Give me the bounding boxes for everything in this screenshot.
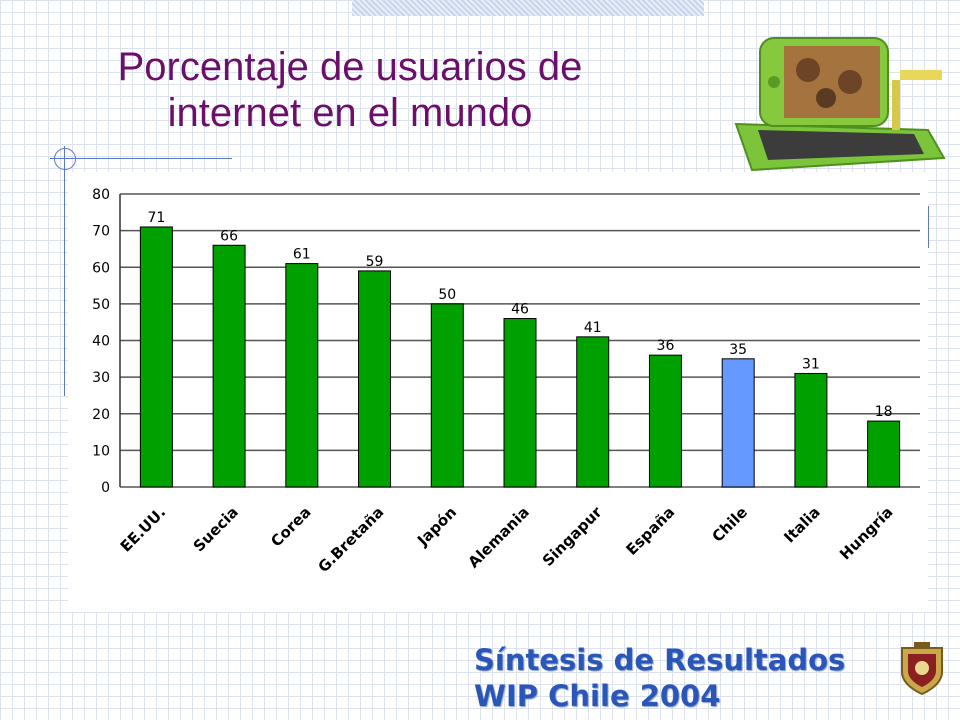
laptop-photo-icon (734, 37, 946, 172)
data-label: 36 (657, 338, 675, 354)
data-label: 61 (293, 247, 311, 263)
data-label: 31 (802, 356, 820, 372)
bar-2 (285, 263, 319, 488)
bar-0 (139, 226, 173, 488)
y-tick-label: 50 (92, 297, 110, 313)
x-tick-label: Hungría (836, 503, 896, 563)
data-label: 46 (511, 302, 529, 318)
bar-chart: 0 10 20 30 40 50 60 70 80 71 EE.UU. 66 Suecia 61 Corea… (92, 187, 920, 576)
data-label: 35 (729, 342, 747, 358)
x-tick-label: G.Bretaña (314, 503, 387, 576)
footer-line-2: WIP Chile 2004 (474, 679, 721, 713)
deco-circle-icon (54, 148, 76, 170)
top-decorative-strip (352, 0, 704, 16)
bar-6 (576, 336, 610, 488)
bar-9 (794, 372, 828, 488)
x-tick-label: España (623, 503, 679, 559)
data-label: 71 (147, 210, 165, 226)
y-tick-label: 0 (101, 480, 110, 496)
x-tick-label: Corea (267, 503, 314, 550)
bar-4 (430, 303, 464, 488)
y-tick-label: 80 (92, 187, 110, 203)
deco-vertical-line (64, 146, 65, 396)
deco-right-line (928, 206, 929, 248)
bar-8 (721, 358, 755, 488)
title-line-1: Porcentaje de usuarios de (117, 45, 583, 89)
bar-3 (358, 270, 392, 488)
bar-10 (867, 420, 901, 488)
data-label: 41 (584, 320, 602, 336)
y-tick-label: 30 (92, 370, 110, 386)
page-title: Porcentaje de usuarios de internet en el… (60, 44, 640, 136)
footer-line-1: Síntesis de Resultados (474, 643, 846, 677)
data-label: 18 (875, 404, 893, 420)
x-tick-label: Suecia (190, 503, 242, 555)
title-line-2: internet en el mundo (167, 91, 533, 135)
data-label: 59 (366, 254, 384, 270)
x-tick-label: Alemania (465, 503, 533, 571)
bar-5 (503, 318, 537, 488)
y-tick-label: 20 (92, 407, 110, 423)
bar-1 (212, 244, 246, 488)
y-tick-label: 60 (92, 260, 110, 276)
x-tick-label: Singapur (539, 503, 606, 570)
data-label: 50 (438, 287, 456, 303)
bar-7 (648, 354, 682, 488)
x-tick-label: Japón (413, 503, 460, 550)
y-tick-label: 10 (92, 443, 110, 459)
x-tick-label: Chile (708, 503, 751, 546)
x-tick-label: EE.UU. (117, 503, 170, 556)
footer-caption: Síntesis de Resultados WIP Chile 2004 (474, 642, 845, 714)
chart-panel: 0 10 20 30 40 50 60 70 80 71 EE.UU. 66 Suecia 61 Corea… (68, 172, 928, 612)
data-label: 66 (220, 228, 238, 244)
x-tick-label: Italia (780, 503, 823, 546)
deco-horizontal-line (50, 158, 232, 159)
y-tick-label: 40 (92, 334, 110, 350)
university-seal-icon (901, 642, 943, 696)
y-tick-label: 70 (92, 224, 110, 240)
